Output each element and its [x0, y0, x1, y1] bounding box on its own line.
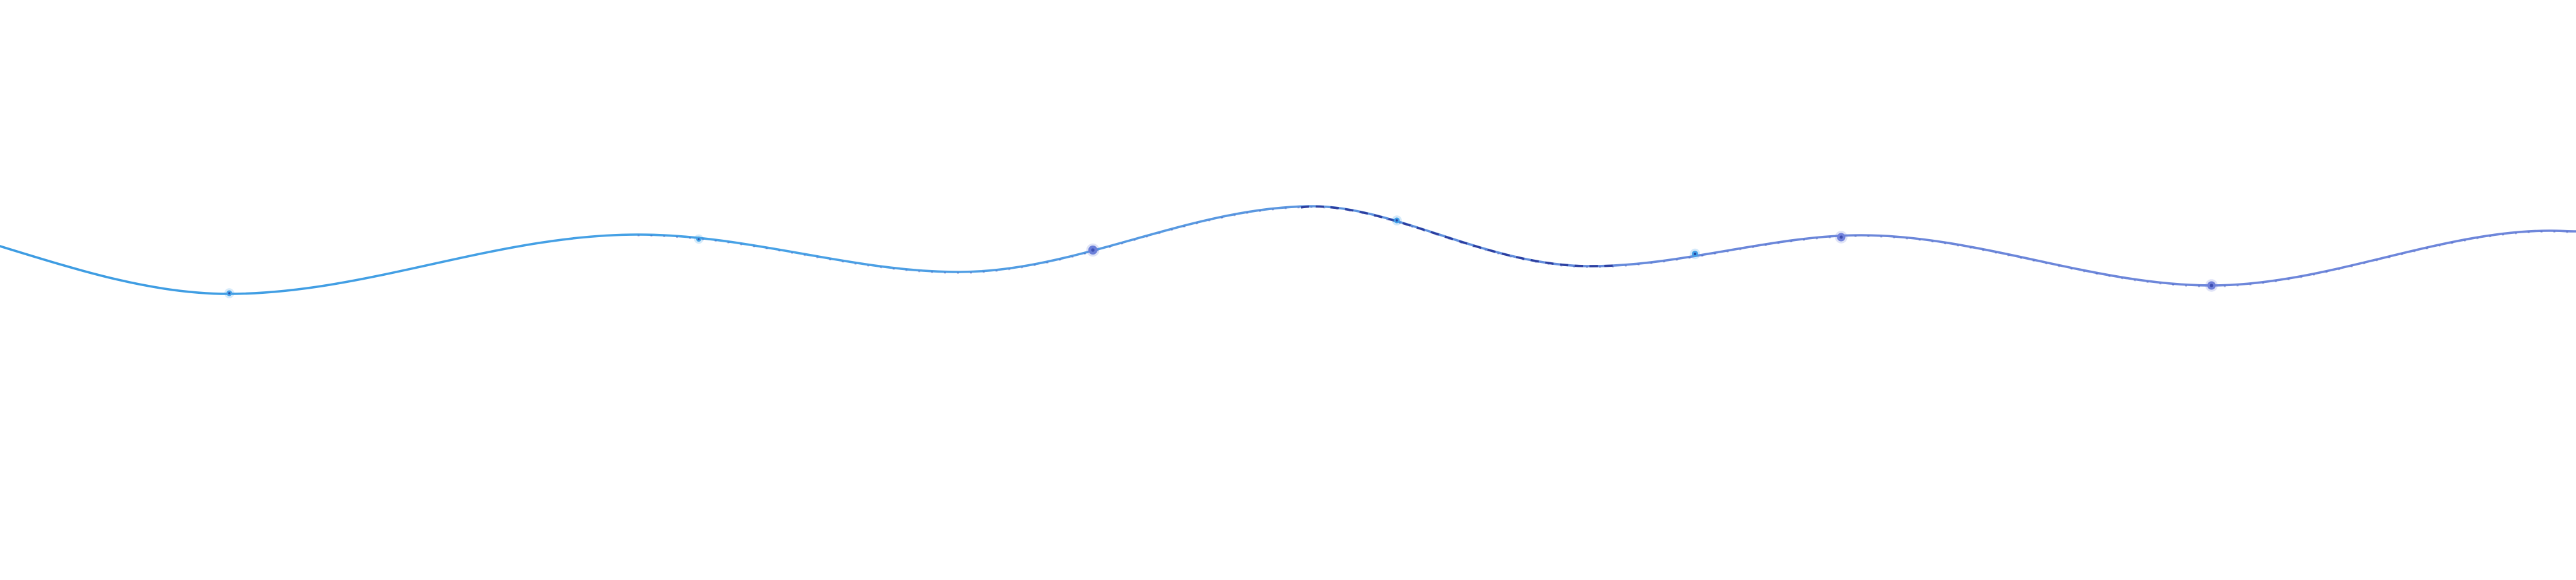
- tick-speckle-overlay-path: [637, 206, 2576, 287]
- data-point-marker[interactable]: [2205, 279, 2218, 292]
- data-point-marker[interactable]: [694, 234, 704, 244]
- data-point-marker[interactable]: [224, 288, 234, 298]
- wave-line-path: [0, 205, 2576, 295]
- data-point-marker[interactable]: [1392, 215, 1402, 226]
- data-point-marker[interactable]: [1689, 248, 1701, 260]
- dashed-highlight-segment-path: [1300, 205, 1614, 267]
- data-point-marker[interactable]: [1835, 231, 1848, 244]
- data-point-marker[interactable]: [1086, 243, 1100, 257]
